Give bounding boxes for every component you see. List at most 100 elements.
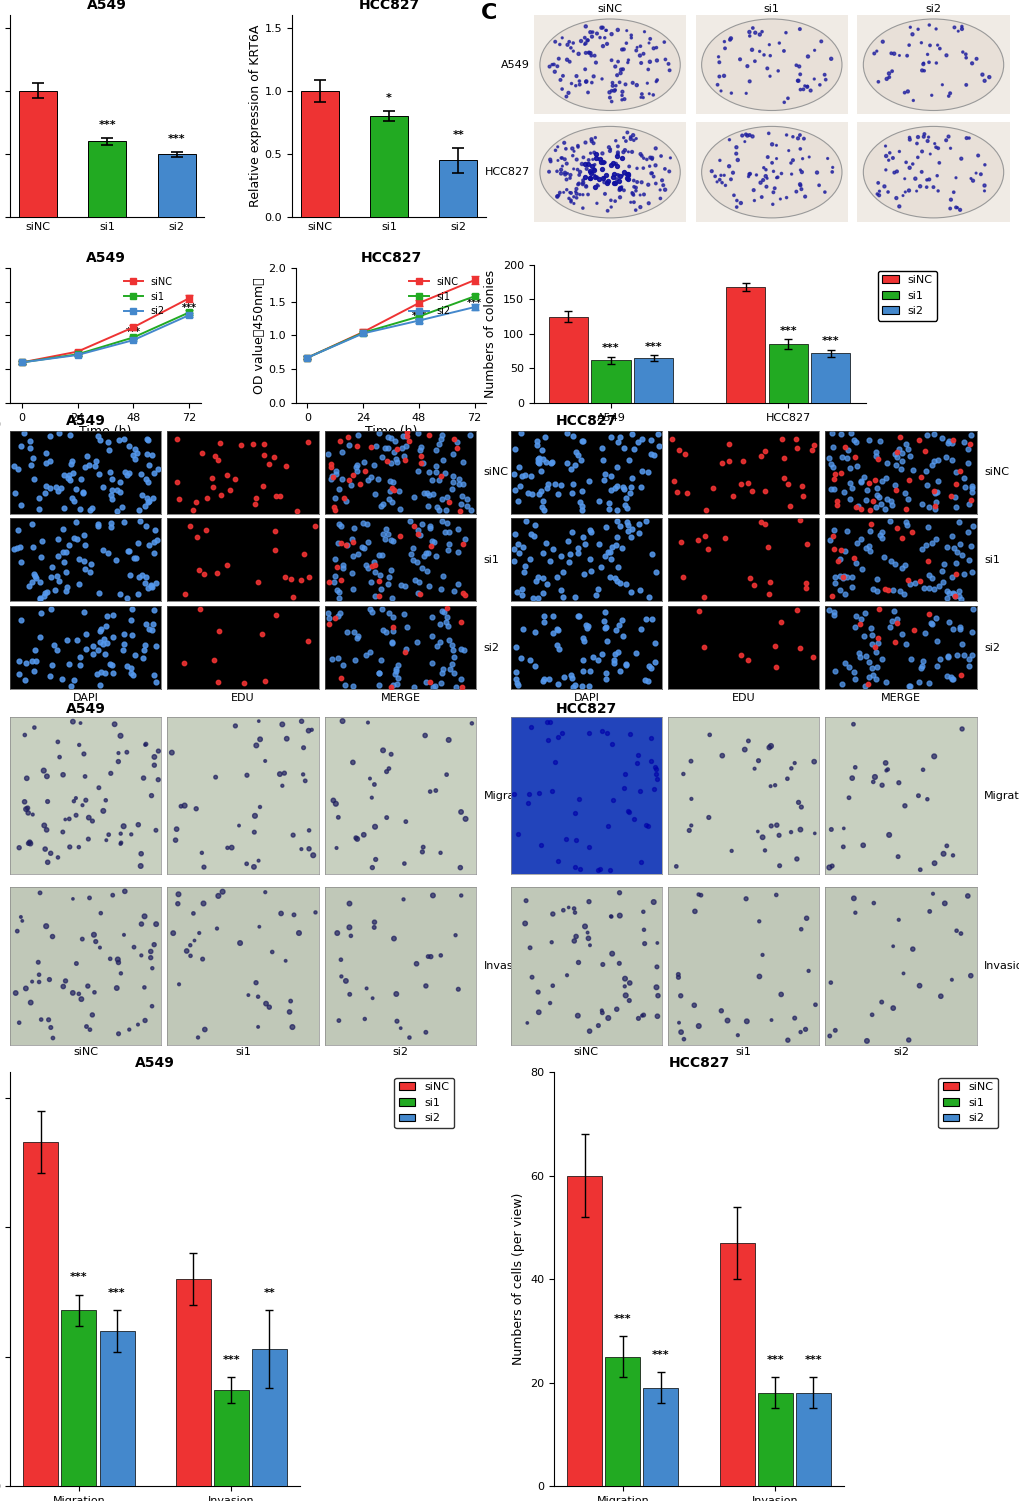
Bar (252, 1349, 286, 1486)
Point (912, 30, 928, 54)
Point (963, 560, 979, 584)
Point (925, 482, 942, 506)
Point (452, 666, 469, 690)
Point (348, 626, 365, 650)
Point (756, 479, 772, 503)
Point (728, 195, 744, 219)
Point (384, 618, 400, 642)
Point (562, 72, 579, 96)
Point (88, 929, 104, 953)
Point (440, 627, 457, 651)
Point (695, 635, 711, 659)
Point (72, 711, 89, 735)
Point (878, 578, 895, 602)
Point (588, 143, 604, 167)
Point (362, 465, 378, 489)
Point (942, 188, 958, 212)
Point (110, 950, 126, 974)
Point (448, 674, 465, 698)
Point (104, 467, 120, 491)
Point (789, 69, 805, 93)
Point (125, 662, 142, 686)
Point (382, 528, 398, 552)
Point (619, 120, 635, 144)
Point (589, 859, 605, 883)
Point (952, 663, 968, 687)
Point (546, 30, 562, 54)
Point (148, 913, 164, 937)
Point (566, 800, 582, 824)
Point (325, 495, 341, 519)
Point (70, 982, 87, 1006)
Point (734, 123, 750, 147)
Point (524, 585, 540, 609)
Point (118, 464, 135, 488)
Point (437, 498, 453, 522)
Point (410, 518, 426, 542)
Point (517, 911, 533, 935)
Point (449, 572, 466, 596)
Point (282, 989, 299, 1013)
Point (890, 770, 906, 794)
Point (599, 540, 615, 564)
Point (384, 489, 400, 513)
Point (599, 198, 615, 222)
Point (92, 935, 108, 959)
Point (793, 161, 809, 185)
Point (271, 763, 287, 787)
Point (355, 512, 371, 536)
Point (583, 24, 599, 48)
Point (697, 498, 713, 522)
Point (640, 191, 656, 215)
Bar (23, 1142, 58, 1486)
Point (531, 452, 547, 476)
Point (629, 36, 645, 60)
Point (628, 750, 644, 775)
Point (772, 162, 789, 186)
Point (43, 1016, 59, 1040)
Text: Migration: Migration (983, 791, 1019, 800)
Point (580, 674, 596, 698)
Point (877, 758, 894, 782)
Point (909, 125, 925, 149)
Point (541, 54, 557, 78)
Point (428, 495, 444, 519)
Point (68, 510, 85, 534)
Y-axis label: OD value（450nm）: OD value（450nm） (253, 278, 265, 393)
Point (601, 566, 618, 590)
Point (920, 563, 936, 587)
Point (920, 576, 936, 600)
Point (647, 69, 663, 93)
Point (652, 144, 668, 168)
Point (99, 630, 115, 654)
Point (347, 455, 364, 479)
Point (891, 425, 907, 449)
Point (592, 555, 608, 579)
Point (596, 617, 612, 641)
Point (288, 498, 305, 522)
X-axis label: MERGE: MERGE (380, 693, 420, 704)
Point (529, 450, 545, 474)
Point (45, 1027, 61, 1051)
Point (741, 24, 757, 48)
Point (604, 165, 621, 189)
Point (930, 36, 947, 60)
Point (918, 42, 934, 66)
Point (32, 486, 48, 510)
Point (421, 515, 437, 539)
Point (901, 128, 917, 152)
Point (148, 671, 164, 695)
Point (623, 465, 639, 489)
Point (783, 162, 799, 186)
Point (711, 168, 728, 192)
Point (744, 17, 760, 41)
Point (64, 710, 81, 734)
Point (580, 468, 596, 492)
Point (447, 923, 464, 947)
Point (616, 983, 633, 1007)
Point (674, 564, 690, 588)
Point (507, 666, 524, 690)
Point (552, 473, 569, 497)
Point (534, 669, 550, 693)
Point (409, 581, 425, 605)
